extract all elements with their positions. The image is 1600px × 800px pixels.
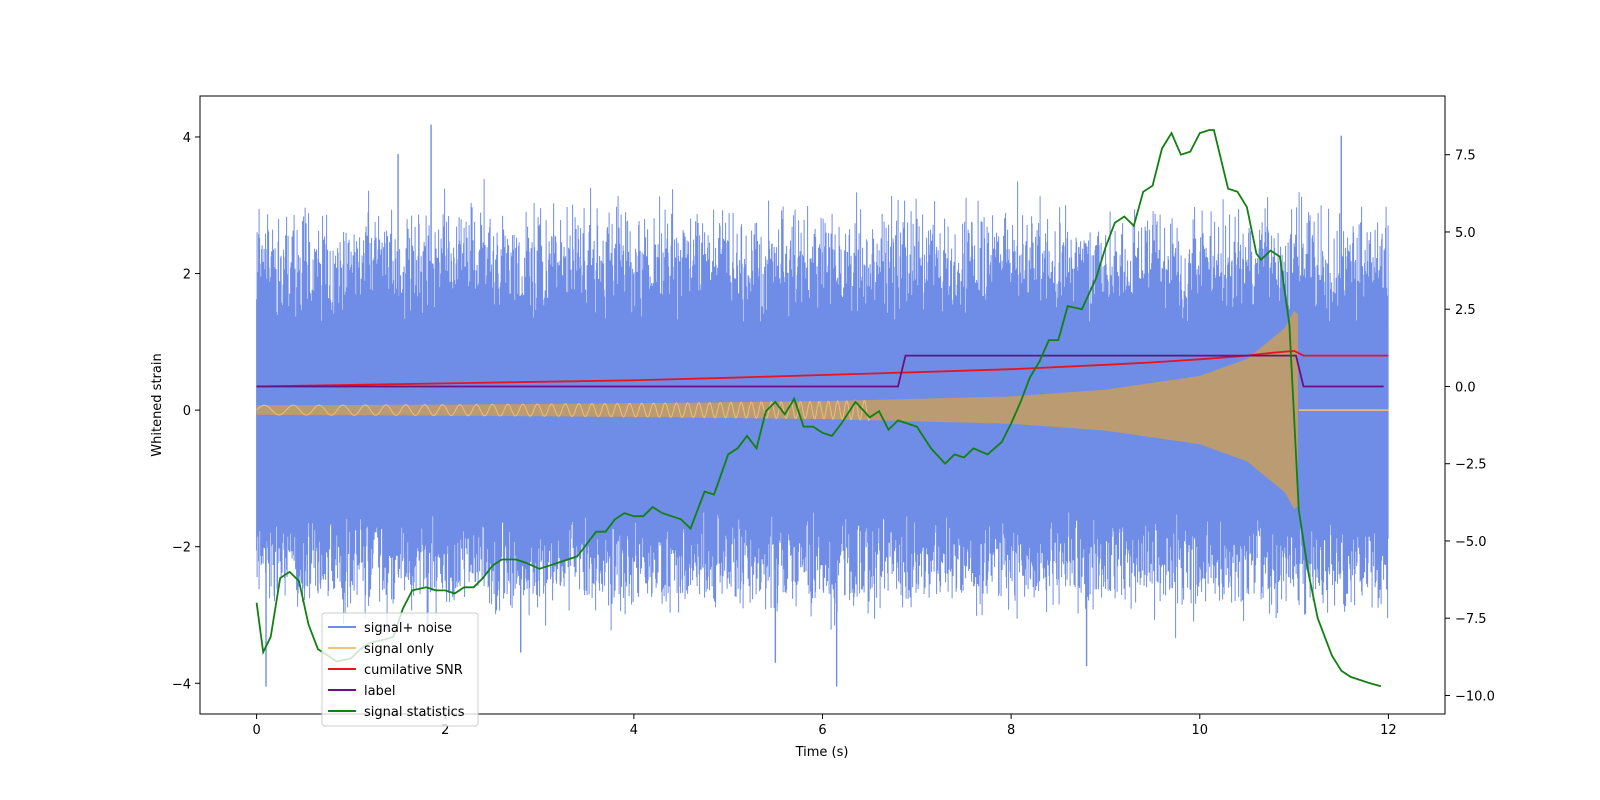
y-right-tick-label: 7.5	[1455, 149, 1476, 164]
x-axis-label: Time (s)	[795, 745, 849, 760]
legend-entry: signal+ noise	[364, 621, 452, 636]
series-label	[256, 354, 1384, 388]
x-tick-label: 12	[1380, 723, 1397, 738]
y-axis-left-ticks: −4 −2 0 2 4	[172, 131, 200, 692]
series-signal-only	[256, 311, 1389, 510]
legend-entry: signal statistics	[364, 705, 465, 720]
y-right-tick-label: 2.5	[1455, 303, 1476, 318]
y-right-tick-label: 0.0	[1455, 380, 1476, 395]
y-axis-left-label: Whitened strain	[150, 353, 165, 456]
legend-entry: label	[364, 684, 395, 699]
y-right-tick-label: 5.0	[1455, 226, 1476, 241]
legend-entry: signal only	[364, 642, 434, 657]
y-axis-right-ticks: −10.0 −7.5 −5.0 −2.5 0.0 2.5 5.0 7.5	[1445, 149, 1495, 704]
y-left-tick-label: 0	[183, 404, 191, 419]
y-left-tick-label: 2	[183, 268, 191, 283]
x-tick-label: 4	[630, 723, 638, 738]
legend-box	[321, 612, 479, 727]
y-left-tick-label: 4	[183, 131, 191, 146]
legend-entry: cumilative SNR	[364, 663, 463, 678]
x-tick-label: 2	[441, 723, 449, 738]
signal-oscillation	[256, 399, 871, 422]
signal-chirp	[256, 311, 1298, 510]
series-signal-statistics	[255, 129, 1382, 688]
x-tick-label: 10	[1191, 723, 1208, 738]
statistics-line	[255, 129, 1382, 688]
y-left-tick-label: −2	[172, 541, 191, 556]
y-left-tick-label: −4	[172, 677, 191, 692]
label-line	[256, 354, 1384, 388]
y-right-tick-label: −7.5	[1455, 612, 1487, 627]
snr-line	[256, 349, 1389, 388]
series-cumulative-snr	[256, 349, 1389, 388]
y-right-tick-label: −10.0	[1455, 689, 1495, 704]
x-tick-label: 6	[818, 723, 826, 738]
y-right-tick-label: −5.0	[1455, 535, 1487, 550]
legend: signal+ noise signal only cumilative SNR la…	[321, 612, 479, 727]
x-tick-label: 8	[1007, 723, 1015, 738]
x-tick-label: 0	[252, 723, 260, 738]
y-right-tick-label: −2.5	[1455, 458, 1487, 473]
